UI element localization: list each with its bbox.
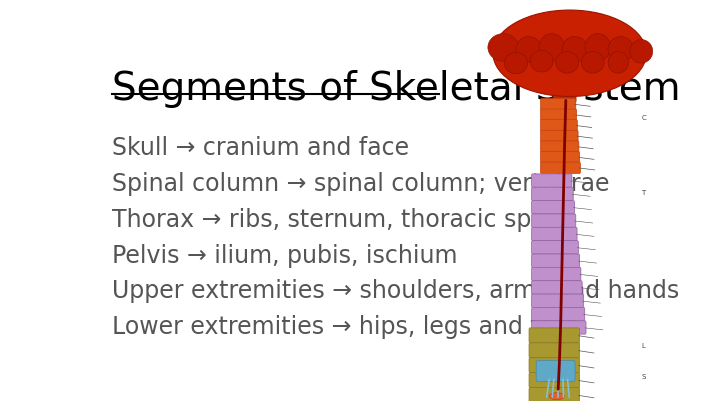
FancyBboxPatch shape [529,388,580,403]
FancyBboxPatch shape [541,141,579,152]
FancyBboxPatch shape [541,162,580,173]
FancyBboxPatch shape [531,187,573,200]
FancyBboxPatch shape [531,214,576,227]
FancyBboxPatch shape [541,109,577,120]
Ellipse shape [630,40,653,63]
FancyBboxPatch shape [529,328,580,343]
Text: Segments of Skeletal System: Segments of Skeletal System [112,70,681,109]
FancyBboxPatch shape [541,151,580,163]
Text: Spinal column → spinal column; vertebrae: Spinal column → spinal column; vertebrae [112,172,610,196]
FancyBboxPatch shape [531,254,580,267]
Text: Skull → cranium and face: Skull → cranium and face [112,136,410,160]
FancyBboxPatch shape [529,373,580,388]
Ellipse shape [585,34,611,61]
Text: C: C [642,115,646,121]
FancyBboxPatch shape [529,343,580,358]
Ellipse shape [562,36,588,62]
Text: Upper extremities → shoulders, arms and hands: Upper extremities → shoulders, arms and … [112,279,680,303]
Ellipse shape [581,51,604,73]
Text: T: T [642,190,646,196]
Text: S: S [642,374,646,380]
Ellipse shape [505,52,528,74]
Ellipse shape [539,34,564,61]
Ellipse shape [549,393,564,400]
Ellipse shape [493,10,647,96]
FancyBboxPatch shape [531,174,572,187]
FancyBboxPatch shape [531,294,583,307]
FancyBboxPatch shape [553,81,576,102]
FancyBboxPatch shape [541,119,577,131]
Ellipse shape [488,34,518,61]
FancyBboxPatch shape [531,321,586,334]
Ellipse shape [608,51,629,73]
FancyBboxPatch shape [531,267,581,281]
FancyBboxPatch shape [531,307,585,321]
FancyBboxPatch shape [541,130,578,142]
FancyBboxPatch shape [531,241,578,254]
Text: Thorax → ribs, sternum, thoracic spine: Thorax → ribs, sternum, thoracic spine [112,208,568,232]
Text: Pelvis → ilium, pubis, ischium: Pelvis → ilium, pubis, ischium [112,243,458,268]
FancyBboxPatch shape [531,200,575,214]
Ellipse shape [556,51,579,73]
FancyBboxPatch shape [536,360,575,382]
Ellipse shape [530,50,553,72]
FancyBboxPatch shape [531,281,582,294]
FancyBboxPatch shape [531,227,577,241]
Text: Lower extremities → hips, legs and feet: Lower extremities → hips, legs and feet [112,315,577,339]
Ellipse shape [516,36,541,62]
Text: L: L [642,343,645,349]
FancyBboxPatch shape [541,98,576,110]
Ellipse shape [608,36,634,62]
FancyBboxPatch shape [529,358,580,373]
